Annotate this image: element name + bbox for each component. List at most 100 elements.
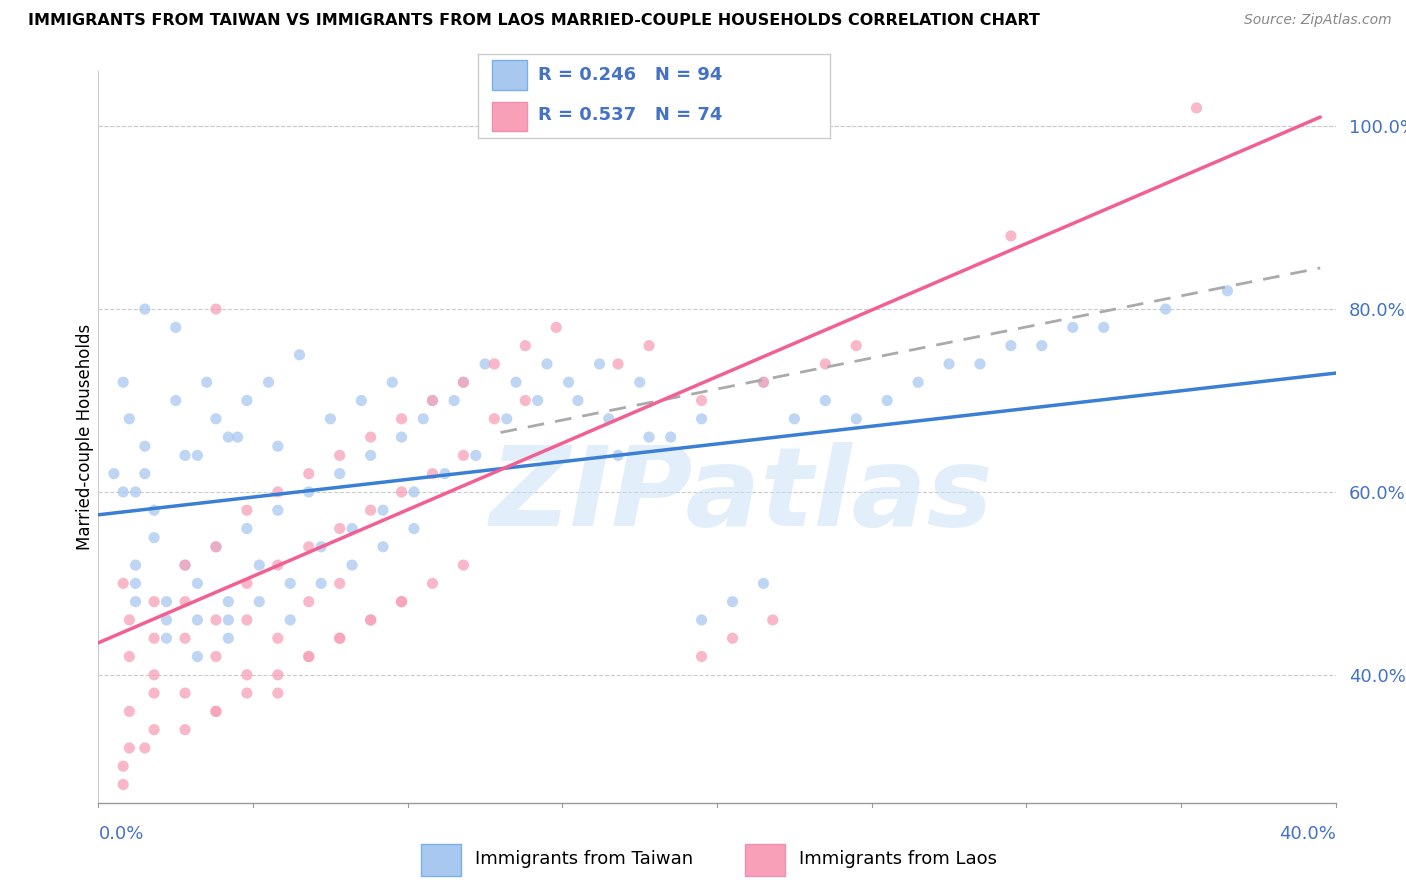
Point	[118, 740, 141, 755]
Point	[515, 339, 537, 353]
Point	[845, 411, 868, 425]
Point	[143, 594, 166, 608]
Point	[118, 649, 141, 664]
Point	[607, 357, 630, 371]
Point	[588, 357, 610, 371]
Point	[267, 558, 290, 573]
Point	[690, 393, 713, 408]
Point	[453, 376, 475, 390]
Point	[546, 320, 568, 334]
Point	[340, 558, 363, 573]
Point	[205, 649, 228, 664]
Point	[391, 594, 413, 608]
Point	[134, 467, 156, 481]
Point	[226, 430, 249, 444]
Point	[103, 467, 125, 481]
Point	[217, 632, 239, 646]
Point	[124, 576, 146, 591]
Text: 40.0%: 40.0%	[1279, 825, 1336, 843]
Point	[907, 376, 929, 390]
Point	[217, 430, 239, 444]
Point	[186, 576, 208, 591]
Point	[217, 594, 239, 608]
Point	[1000, 228, 1022, 243]
Point	[143, 531, 166, 545]
Text: R = 0.246   N = 94: R = 0.246 N = 94	[538, 66, 723, 84]
Point	[236, 393, 259, 408]
Point	[422, 467, 444, 481]
Point	[236, 613, 259, 627]
Bar	[745, 844, 785, 876]
FancyBboxPatch shape	[492, 61, 527, 90]
Point	[381, 376, 404, 390]
Point	[267, 503, 290, 517]
Point	[329, 449, 352, 463]
Point	[402, 521, 425, 535]
Point	[453, 558, 475, 573]
Point	[391, 485, 413, 500]
Point	[205, 301, 228, 317]
Point	[143, 667, 166, 681]
Point	[433, 467, 456, 481]
Point	[124, 485, 146, 500]
Point	[186, 449, 208, 463]
Point	[340, 521, 363, 535]
Point	[205, 411, 228, 425]
Point	[557, 376, 579, 390]
Point	[155, 594, 177, 608]
Point	[165, 320, 187, 334]
Point	[217, 613, 239, 627]
Point	[526, 393, 548, 408]
Point	[319, 411, 342, 425]
Point	[1031, 339, 1053, 353]
Point	[124, 594, 146, 608]
Point	[247, 594, 270, 608]
Point	[174, 686, 197, 700]
Point	[267, 632, 290, 646]
Point	[298, 594, 321, 608]
Point	[298, 467, 321, 481]
Point	[515, 393, 537, 408]
Point	[762, 613, 785, 627]
Text: Immigrants from Laos: Immigrants from Laos	[799, 849, 997, 868]
Point	[112, 576, 135, 591]
Point	[484, 357, 506, 371]
Point	[186, 613, 208, 627]
Point	[422, 393, 444, 408]
Point	[143, 723, 166, 737]
Point	[690, 649, 713, 664]
Point	[186, 649, 208, 664]
Point	[298, 540, 321, 554]
Point	[236, 503, 259, 517]
Point	[1000, 339, 1022, 353]
Point	[195, 376, 218, 390]
Point	[205, 705, 228, 719]
Point	[267, 439, 290, 453]
Point	[391, 594, 413, 608]
Point	[329, 467, 352, 481]
Point	[329, 632, 352, 646]
Point	[876, 393, 898, 408]
Point	[567, 393, 589, 408]
Point	[309, 576, 332, 591]
FancyBboxPatch shape	[492, 102, 527, 131]
Point	[474, 357, 496, 371]
Point	[402, 485, 425, 500]
Point	[360, 613, 382, 627]
Point	[638, 430, 661, 444]
Point	[1154, 301, 1177, 317]
Point	[205, 540, 228, 554]
Point	[495, 411, 517, 425]
Point	[814, 357, 837, 371]
Point	[371, 540, 394, 554]
Point	[371, 503, 394, 517]
Point	[360, 430, 382, 444]
Point	[174, 558, 197, 573]
Point	[298, 649, 321, 664]
Point	[329, 576, 352, 591]
Point	[422, 576, 444, 591]
Point	[278, 576, 301, 591]
Point	[309, 540, 332, 554]
Point	[278, 613, 301, 627]
Point	[607, 449, 630, 463]
